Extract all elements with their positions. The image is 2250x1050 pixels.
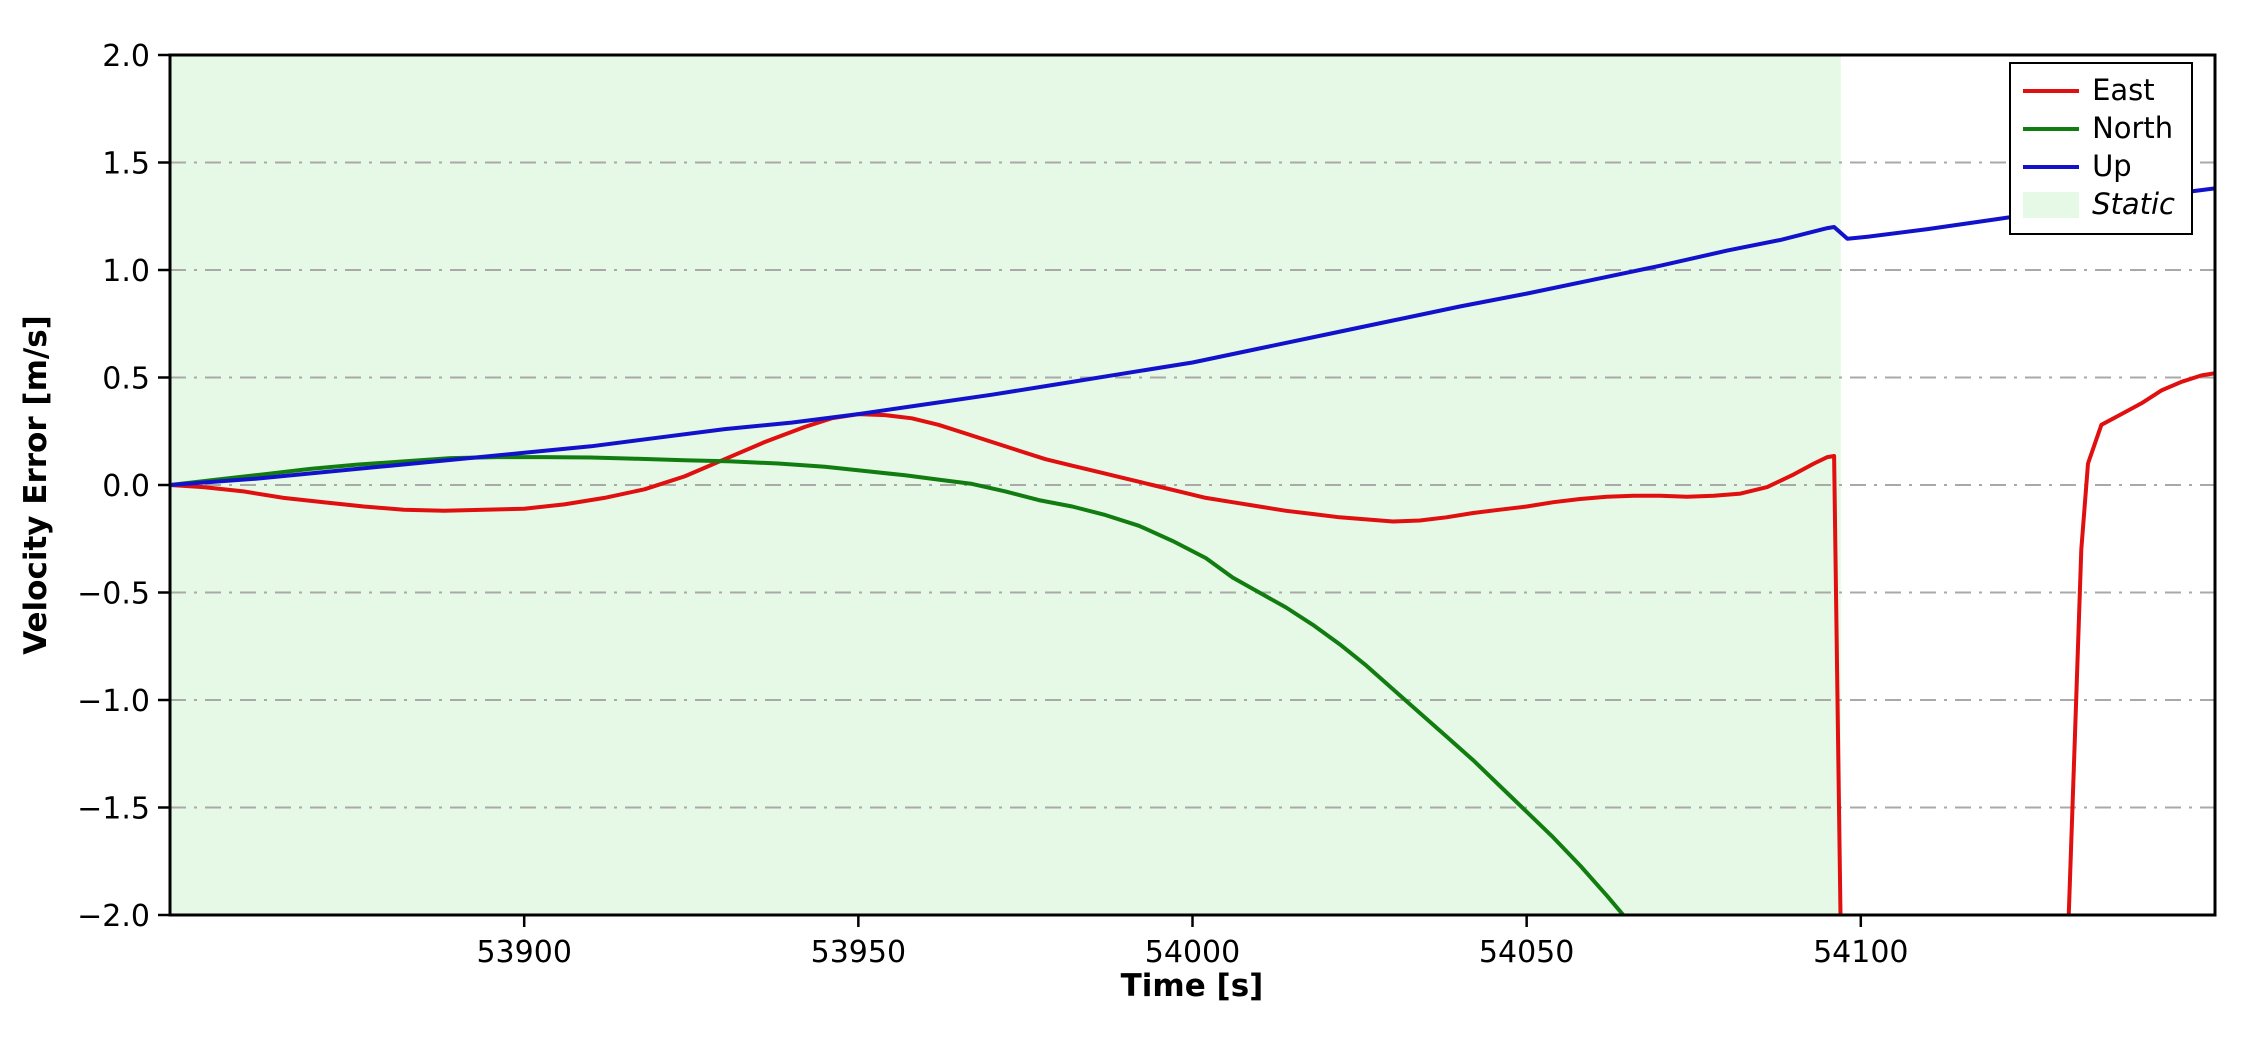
series-layer [170, 186, 2215, 915]
legend-label-north: North [2092, 111, 2174, 145]
east-line-swatch [2023, 88, 2080, 93]
legend-item-static: Static [2023, 186, 2175, 223]
north-line-swatch [2023, 126, 2080, 131]
y-tick-label: 1.5 [102, 147, 150, 182]
legend: East North Up Static [2009, 62, 2193, 235]
x-tick-label: 54100 [1813, 935, 1908, 970]
y-axis-label: Velocity Error [m/s] [18, 315, 54, 655]
legend-label-east: East [2092, 73, 2155, 107]
series-east-line [170, 371, 2215, 915]
legend-label-static: Static [2092, 187, 2175, 221]
legend-item-north: North [2023, 110, 2175, 147]
gridlines-layer [170, 161, 2215, 809]
x-tick-label: 53950 [811, 935, 906, 970]
x-tick-label: 53900 [476, 935, 571, 970]
x-tick-label: 54050 [1479, 935, 1574, 970]
series-up-line [170, 186, 2215, 487]
y-tick-label: 0.5 [102, 362, 150, 397]
y-tick-label: −1.0 [77, 684, 150, 719]
y-tick-label: 0.0 [102, 469, 150, 504]
y-tick-label: −0.5 [77, 577, 150, 612]
legend-item-east: East [2023, 72, 2175, 109]
static-region-swatch [2023, 191, 2080, 218]
legend-label-up: Up [2092, 149, 2132, 183]
y-tick-label: 2.0 [102, 39, 150, 74]
static-region-layer [170, 55, 1841, 915]
up-line-swatch [2023, 164, 2080, 169]
x-tick-label: 54000 [1145, 935, 1240, 970]
static-region [170, 55, 1841, 915]
legend-item-up: Up [2023, 148, 2175, 185]
y-tick-label: 1.0 [102, 254, 150, 289]
y-tick-label: −1.5 [77, 792, 150, 827]
y-tick-label: −2.0 [77, 899, 150, 934]
x-axis-label: Time [s] [1121, 968, 1264, 1004]
axes-layer: 53900 53950 54000 54050 54100 −2.0 −1.5 −1.0 −0.… [77, 39, 2217, 970]
